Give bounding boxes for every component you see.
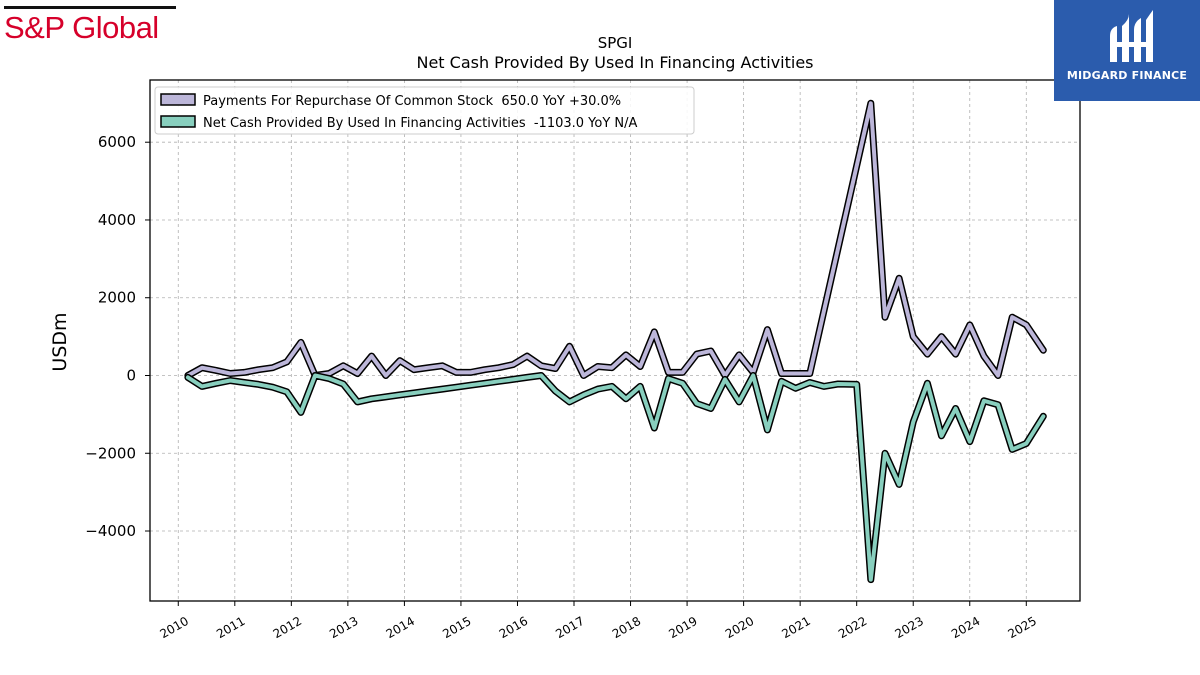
y-tick-label: 6000 [98, 133, 136, 151]
x-tick-label: 2012 [271, 614, 304, 641]
y-tick-label: 0 [126, 366, 136, 384]
x-tick-label: 2014 [384, 614, 417, 641]
financing-line [185, 373, 1046, 582]
y-tick-label: 4000 [98, 211, 136, 229]
x-tick-label: 2021 [779, 614, 812, 641]
x-tick-label: 2010 [158, 614, 191, 641]
x-tick-label: 2022 [836, 614, 869, 641]
legend-box [154, 86, 695, 135]
x-axis-ticks: 2010 2011 2012 2013 2014 2015 2016 2017 2018 2019… [158, 601, 1039, 641]
x-tick-label: 2020 [723, 614, 756, 641]
legend-label-financing: Net Cash Provided By Used In Financing A… [203, 116, 638, 131]
y-tick-label: −2000 [85, 444, 136, 462]
chart-subtitle: Net Cash Provided By Used In Financing A… [416, 53, 813, 72]
x-tick-label: 2017 [553, 614, 586, 641]
y-axis-ticks: 6000 4000 2000 0 −2000 −4000 [85, 133, 150, 540]
x-tick-label: 2023 [892, 614, 925, 641]
chart-title: SPGI [598, 34, 633, 52]
legend: Payments For Repurchase Of Common Stock … [154, 86, 695, 135]
x-tick-label: 2019 [666, 614, 699, 641]
midgard-logo-text: MIDGARD FINANCE [1066, 69, 1188, 82]
x-tick-label: 2025 [1006, 614, 1039, 641]
x-tick-label: 2024 [949, 614, 982, 641]
legend-swatch-financing [160, 115, 196, 128]
sp-logo-bar [4, 6, 176, 9]
sp-logo-text: S&P Global [4, 10, 159, 45]
midgard-mark-icon [1110, 10, 1153, 62]
x-tick-label: 2016 [497, 614, 530, 641]
series-lines [184, 99, 1047, 584]
x-tick-label: 2015 [440, 614, 473, 641]
y-axis-label: USDm [49, 312, 71, 371]
y-tick-label: 2000 [98, 289, 136, 307]
financing-line-outline [184, 372, 1047, 584]
y-tick-label: −4000 [85, 522, 136, 540]
x-tick-label: 2018 [610, 614, 643, 641]
legend-swatch-buyback [160, 93, 196, 106]
midgard-finance-logo: MIDGARD FINANCE [1054, 0, 1200, 101]
sp-global-logo: S&P Global [4, 6, 176, 45]
buyback-line-outline [184, 99, 1047, 379]
plot-frame [149, 79, 1081, 602]
x-tick-label: 2013 [327, 614, 360, 641]
x-tick-label: 2011 [214, 614, 247, 641]
legend-label-buyback: Payments For Repurchase Of Common Stock … [203, 94, 621, 109]
